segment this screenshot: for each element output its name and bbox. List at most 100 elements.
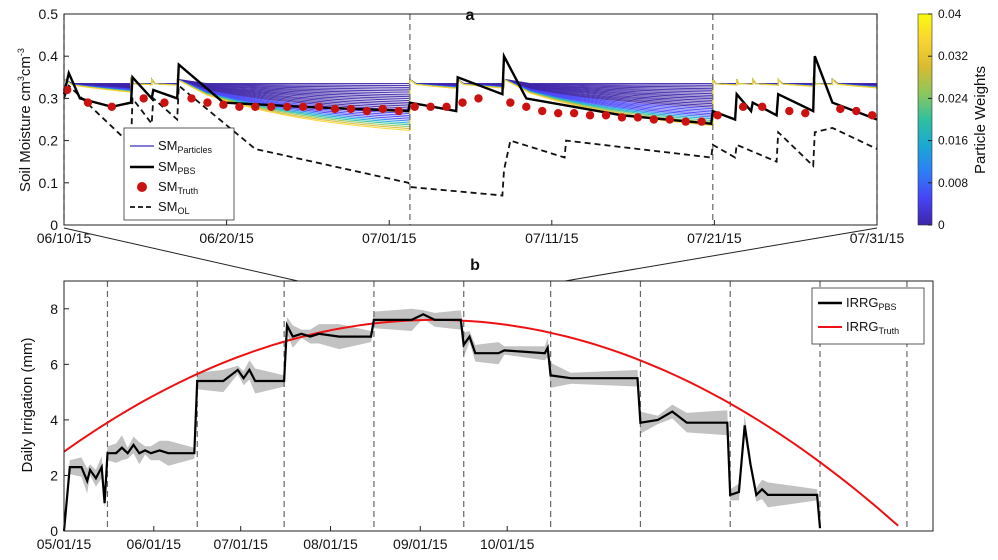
truth-marker [282, 102, 292, 112]
ytick-label: 0.1 [39, 175, 59, 191]
truth-marker [362, 106, 372, 116]
particle-trajectory [63, 77, 878, 124]
panel-a: a 0 0.1 0.2 0.3 0.4 0.5 06/10/15 06/20/15 07/01… [16, 6, 904, 246]
truth-marker [62, 85, 72, 95]
truth-marker [785, 106, 794, 116]
truth-marker [801, 108, 810, 118]
panel-a-ylabel: Soil Moisture cm3cm-3 [16, 48, 34, 192]
truth-marker [219, 100, 228, 109]
colorbar: 0 0.008 0.016 0.024 0.032 0.04 Particle Weigh… [917, 7, 989, 232]
truth-marker [738, 102, 748, 112]
legend-pbs-label: SMPBS [158, 159, 196, 176]
truth-marker [633, 113, 643, 122]
colorbar-tick-label: 0.032 [938, 49, 968, 63]
truth-marker [569, 108, 579, 118]
panel-a-legend: SMParticles SMPBS SMTruth SMOL [123, 127, 235, 221]
truth-marker [665, 115, 674, 124]
particle-trajectory [63, 77, 878, 126]
truth-marker [187, 94, 196, 103]
panel-a-yticks: 0 0.1 0.2 0.3 0.4 0.5 [39, 6, 69, 233]
particle-trajectory [63, 77, 878, 122]
truth-marker [553, 108, 563, 118]
colorbar-tick-label: 0.008 [938, 176, 968, 190]
truth-marker [394, 106, 403, 116]
ytick-label: 0 [50, 217, 58, 233]
truth-markers [62, 85, 877, 126]
panel-a-label: a [466, 7, 475, 24]
truth-marker [314, 102, 324, 112]
truth-marker [506, 98, 515, 107]
colorbar-tick-label: 0.04 [938, 7, 962, 21]
legend-box [123, 127, 235, 221]
truth-marker [330, 104, 340, 114]
truth-marker [83, 98, 93, 107]
xtick-label: 06/20/15 [199, 230, 254, 246]
truth-marker [235, 102, 244, 112]
ytick-label: 0.5 [39, 6, 59, 22]
colorbar-tick-label: 0.024 [938, 91, 968, 105]
xtick-label: 07/01/15 [362, 230, 417, 246]
truth-marker [160, 98, 169, 107]
pbs-irrigation-line [62, 313, 822, 532]
truth-marker [868, 111, 877, 120]
xtick-label: 06/10/15 [37, 230, 92, 246]
ytick-label: 0.4 [39, 48, 59, 64]
colorbar-gradient [917, 13, 933, 226]
panel-b-ylabel: Daily Irrigation (mm) [19, 337, 36, 472]
truth-marker [474, 94, 483, 103]
truth-marker [298, 102, 308, 112]
colorbar-ticks: 0 0.008 0.016 0.024 0.032 0.04 [928, 7, 968, 232]
truth-irrigation-curve [63, 318, 899, 527]
truth-marker [538, 106, 547, 116]
panel-b-legend: IRRGPBS IRRGTruth [811, 287, 925, 345]
legend-truth-swatch [137, 182, 147, 192]
open-loop-line [63, 83, 878, 197]
panel-b-axes-box [63, 280, 934, 532]
truth-marker [836, 104, 845, 114]
truth-marker [410, 102, 419, 112]
legend-irrg-pbs-label: IRRGPBS [846, 295, 897, 312]
colorbar-tick-label: 0 [938, 218, 945, 232]
zoom-line-left [63, 227, 299, 282]
xtick-label: 07/01/15 [213, 536, 268, 552]
legend-irrg-truth-label: IRRGTruth [846, 319, 899, 336]
legend-box [811, 287, 925, 345]
truth-marker [758, 102, 767, 112]
truth-marker [601, 111, 611, 120]
colorbar-tick-label: 0.016 [938, 134, 968, 148]
legend-particles-label: SMParticles [158, 138, 213, 155]
legend-truth-label: SMTruth [158, 179, 198, 196]
pbs-line [62, 51, 878, 126]
colorbar-label: Particle Weights [972, 66, 989, 174]
zoom-connectors [63, 227, 878, 282]
xtick-label: 09/01/15 [393, 536, 448, 552]
truth-marker [617, 113, 627, 122]
truth-marker [426, 102, 435, 112]
xtick-label: 07/11/15 [525, 230, 579, 246]
panel-a-xticks: 06/10/15 06/20/15 07/01/15 07/11/15 07/21/15… [37, 220, 905, 246]
panel-b-yticks: 0 2 4 6 8 [50, 301, 69, 539]
panel-b: b 0 2 4 6 8 05/01/15 06/01/15 07/01/15 08/01/15… [19, 257, 934, 552]
truth-marker [458, 98, 467, 107]
panel-b-xticks: 05/01/15 06/01/15 07/01/15 08/01/15 09/01/15… [37, 526, 535, 552]
truth-marker [522, 102, 531, 112]
xtick-label: 07/31/15 [850, 230, 905, 246]
ytick-label: 0.3 [39, 90, 59, 106]
panel-b-label: b [470, 257, 480, 274]
particle-ensemble [63, 77, 878, 131]
panel-a-axes-box [63, 13, 878, 226]
xtick-label: 05/01/15 [37, 536, 92, 552]
xtick-label: 06/01/15 [127, 536, 182, 552]
truth-marker [139, 94, 148, 103]
truth-marker [251, 102, 260, 112]
ytick-label: 6 [50, 356, 58, 372]
ytick-label: 0.2 [39, 133, 59, 149]
truth-marker [442, 102, 451, 112]
truth-marker [585, 111, 595, 120]
truth-marker [649, 115, 659, 124]
truth-marker [378, 104, 388, 114]
truth-marker [697, 117, 706, 126]
ytick-label: 4 [50, 412, 58, 428]
truth-marker [267, 102, 276, 112]
